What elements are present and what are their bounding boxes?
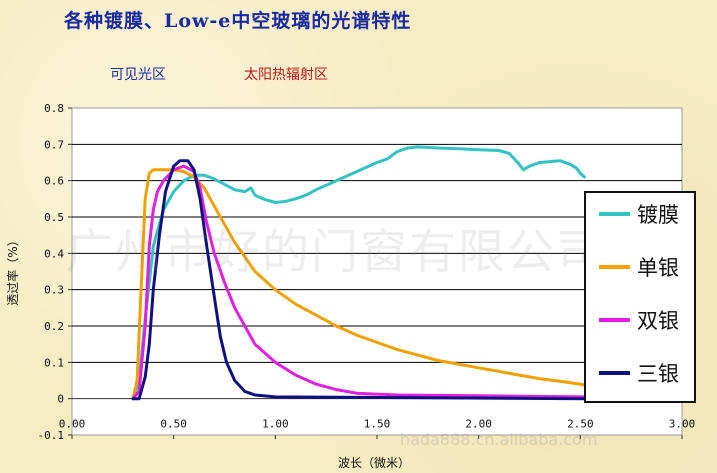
visible-region-label: 可见光区 [110, 67, 166, 83]
y-tick-label: 0.5 [44, 211, 64, 224]
y-tick-label: 0.6 [44, 175, 64, 188]
series-line-2 [131, 168, 588, 401]
y-tick-label: 0.8 [44, 102, 64, 115]
chart-title: 各种镀膜、Low-e中空玻璃的光谱特性 [64, 10, 412, 32]
y-axis-title: 透过率（%） [5, 234, 20, 305]
y-tick-label: 0.3 [44, 284, 64, 297]
series-lines [131, 145, 588, 401]
x-tick-label: 2.00 [465, 418, 492, 431]
x-tick-label: 0.00 [59, 418, 86, 431]
y-tick-label: -0.1 [38, 429, 65, 442]
watermark-url: hada888.cn.alibaba.com [400, 430, 597, 449]
watermarks: 广州市好的门窗有限公司 hada888.cn.alibaba.com [66, 225, 605, 449]
x-tick-label: 1.00 [262, 418, 289, 431]
x-tick-label: 0.50 [160, 418, 187, 431]
legend-label-1: 镀膜 [637, 203, 679, 227]
legend-label-3: 双银 [637, 309, 679, 333]
x-tick-label: 3.00 [669, 418, 696, 431]
legend-label-4: 三银 [637, 362, 679, 386]
legend-label-2: 单银 [637, 256, 679, 280]
y-tick-label: 0.1 [44, 356, 64, 369]
watermark-company: 广州市好的门窗有限公司 [66, 225, 605, 280]
series-line-4 [131, 159, 588, 401]
solar-region-label: 太阳热辐射区 [244, 67, 328, 83]
y-tick-label: 0.7 [44, 138, 64, 151]
x-tick-label: 1.50 [364, 418, 391, 431]
x-tick-label: 2.50 [567, 418, 594, 431]
y-tick-label: 0.4 [44, 247, 64, 260]
axes: -0.1 0 0.1 0.2 0.3 0.4 0.5 0.6 0.7 0.8 0.00 0.50 1.0… [38, 102, 696, 442]
series-line-3 [131, 164, 588, 401]
y-tick-label: 0.2 [44, 320, 64, 333]
y-tick-label: 0 [57, 393, 64, 406]
x-axis-title: 波长（微米） [338, 456, 410, 470]
legend-box [584, 191, 696, 403]
